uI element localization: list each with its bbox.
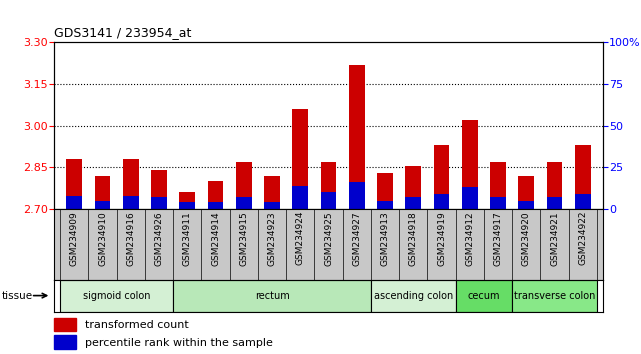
Text: tissue: tissue (1, 291, 33, 301)
Bar (434, 194, 449, 209)
Text: percentile rank within the sample: percentile rank within the sample (85, 338, 272, 348)
Bar (547, 197, 562, 209)
Text: GDS3141 / 233954_at: GDS3141 / 233954_at (54, 26, 192, 39)
Text: GSM234921: GSM234921 (550, 211, 559, 266)
Bar (208, 202, 223, 209)
Bar (60, 280, 173, 312)
Text: GSM234920: GSM234920 (522, 211, 531, 266)
Bar (292, 109, 308, 209)
Bar (67, 159, 82, 209)
Bar (519, 176, 534, 209)
Bar (236, 162, 251, 209)
Text: GSM234911: GSM234911 (183, 211, 192, 266)
Text: transverse colon: transverse colon (514, 291, 595, 301)
Bar (575, 194, 590, 209)
Bar (371, 280, 456, 312)
Bar (349, 65, 365, 209)
Text: GSM234924: GSM234924 (296, 211, 304, 266)
Text: GSM234926: GSM234926 (154, 211, 163, 266)
Text: GSM234917: GSM234917 (494, 211, 503, 266)
Text: transformed count: transformed count (85, 320, 188, 330)
Text: GSM234923: GSM234923 (267, 211, 276, 266)
Bar (236, 197, 251, 209)
Bar (320, 162, 337, 209)
Text: GSM234912: GSM234912 (465, 211, 474, 266)
Bar (349, 182, 365, 209)
Text: GSM234915: GSM234915 (239, 211, 248, 266)
Bar (462, 120, 478, 209)
Text: GSM234910: GSM234910 (98, 211, 107, 266)
Bar (406, 166, 421, 209)
Bar (519, 200, 534, 209)
Text: cecum: cecum (468, 291, 500, 301)
Bar (490, 197, 506, 209)
Bar (378, 173, 393, 209)
Bar (208, 181, 223, 209)
Bar (292, 185, 308, 209)
Bar (456, 280, 512, 312)
Bar (490, 162, 506, 209)
Text: rectum: rectum (254, 291, 289, 301)
Bar (320, 192, 337, 209)
Text: GSM234916: GSM234916 (126, 211, 135, 266)
Bar (264, 202, 279, 209)
Text: GSM234925: GSM234925 (324, 211, 333, 266)
Bar (434, 145, 449, 209)
Bar (54, 335, 76, 349)
Bar (512, 280, 597, 312)
Bar (406, 197, 421, 209)
Text: GSM234922: GSM234922 (578, 211, 587, 266)
Bar (67, 195, 82, 209)
Bar (547, 162, 562, 209)
Text: sigmoid colon: sigmoid colon (83, 291, 151, 301)
Bar (179, 202, 195, 209)
Bar (123, 195, 138, 209)
Bar (54, 318, 76, 331)
Bar (575, 145, 590, 209)
Text: GSM234914: GSM234914 (211, 211, 220, 266)
Bar (378, 200, 393, 209)
Text: GSM234919: GSM234919 (437, 211, 446, 266)
Bar (264, 176, 279, 209)
Text: GSM234909: GSM234909 (70, 211, 79, 266)
Bar (173, 280, 371, 312)
Bar (151, 197, 167, 209)
Text: ascending colon: ascending colon (374, 291, 453, 301)
Bar (151, 170, 167, 209)
Text: GSM234927: GSM234927 (353, 211, 362, 266)
Text: GSM234913: GSM234913 (381, 211, 390, 266)
Bar (95, 200, 110, 209)
Bar (462, 187, 478, 209)
Bar (95, 176, 110, 209)
Bar (123, 159, 138, 209)
Bar (179, 192, 195, 209)
Text: GSM234918: GSM234918 (409, 211, 418, 266)
